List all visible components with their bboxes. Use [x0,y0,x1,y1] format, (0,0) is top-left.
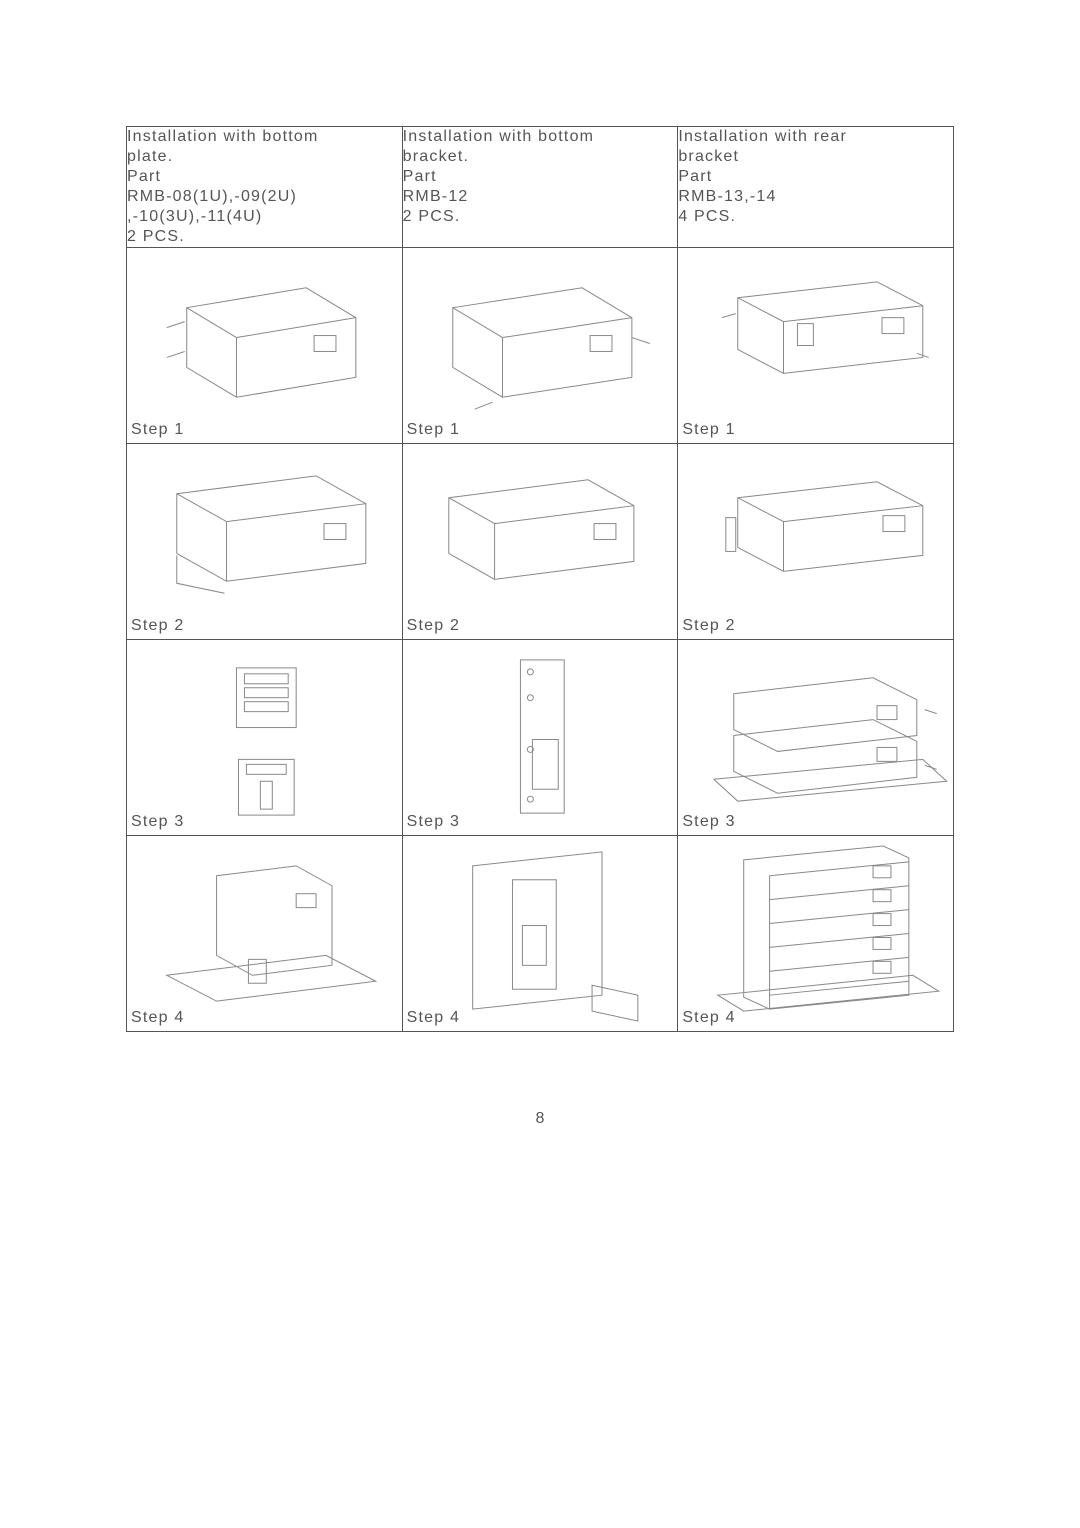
col2-step3-cell: Step 3 [402,640,678,836]
col1-step3-cell: Step 3 [127,640,403,836]
diagram-iso-box [403,444,678,639]
col3-step2-cell: Step 2 [678,444,954,640]
step-label: Step 4 [131,1009,184,1027]
installation-table: Installation with bottom plate. Part RMB… [126,126,954,1032]
step-label: Step 1 [407,421,460,439]
step-label: Step 3 [682,813,735,831]
hdr-text: RMB-13,-14 [678,188,776,205]
hdr-text: 2 PCS. [127,228,185,245]
step-label: Step 1 [131,421,184,439]
col3-header: Installation with rear bracket Part RMB-… [678,127,954,248]
col1-header: Installation with bottom plate. Part RMB… [127,127,403,248]
hdr-text: bracket [678,148,739,165]
col3-step1-cell: Step 1 [678,248,954,444]
diagram-iso-box [403,248,678,443]
step-label: Step 1 [682,421,735,439]
page-content: Installation with bottom plate. Part RMB… [126,126,954,1032]
step-label: Step 3 [131,813,184,831]
page-number: 8 [126,1110,954,1128]
diagram-iso-box [678,248,953,443]
diagram-iso-box [678,444,953,639]
col2-step4-cell: Step 4 [402,836,678,1032]
hdr-text: RMB-12 [403,188,469,205]
diagram-iso-box [127,248,402,443]
step-label: Step 2 [131,617,184,635]
hdr-text: Part [127,168,161,185]
hdr-text: RMB-08(1U),-09(2U) [127,188,297,205]
step-label: Step 3 [407,813,460,831]
hdr-text: ,-10(3U),-11(4U) [127,208,262,225]
col1-step2-cell: Step 2 [127,444,403,640]
col3-step4-cell: Step 4 [678,836,954,1032]
col1-step4-cell: Step 4 [127,836,403,1032]
hdr-text: Part [678,168,712,185]
hdr-text: Installation with bottom [127,128,319,145]
col3-step3-cell: Step 3 [678,640,954,836]
step-label: Step 2 [407,617,460,635]
diagram-iso-stack [678,836,953,1031]
hdr-text: Part [403,168,437,185]
diagram-iso-on-plate [127,836,402,1031]
step-label: Step 2 [682,617,735,635]
hdr-text: Installation with rear [678,128,847,145]
hdr-text: plate. [127,148,173,165]
col2-step2-cell: Step 2 [402,444,678,640]
diagram-iso-bracketed [403,836,678,1031]
hdr-text: 2 PCS. [403,208,461,225]
step-label: Step 4 [407,1009,460,1027]
diagram-bracket-plate [403,640,678,835]
col1-step1-cell: Step 1 [127,248,403,444]
hdr-text: 4 PCS. [678,208,736,225]
diagram-iso-box [127,444,402,639]
col2-step1-cell: Step 1 [402,248,678,444]
step-label: Step 4 [682,1009,735,1027]
diagram-front-panel [127,640,402,835]
hdr-text: bracket. [403,148,470,165]
diagram-iso-double [678,640,953,835]
col2-header: Installation with bottom bracket. Part R… [402,127,678,248]
hdr-text: Installation with bottom [403,128,595,145]
